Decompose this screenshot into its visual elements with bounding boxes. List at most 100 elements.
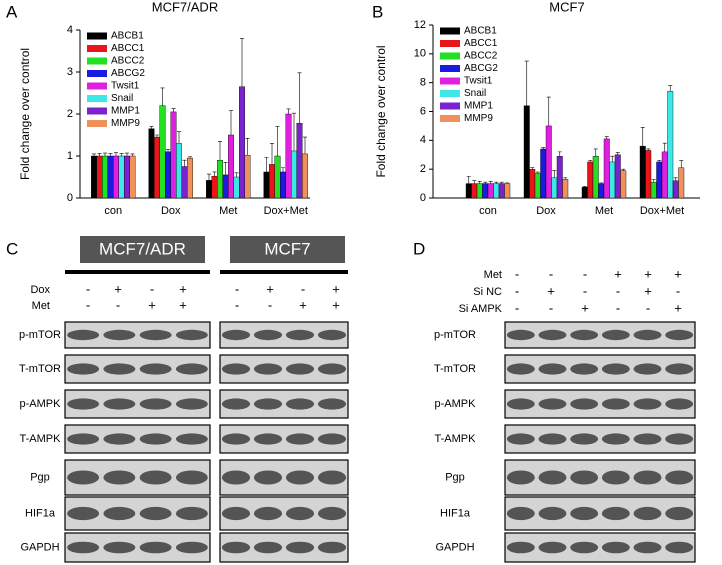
y-tick-label: 8 [420, 77, 426, 89]
blot-band [317, 470, 347, 485]
blot-band [67, 363, 100, 375]
blot-band [665, 470, 694, 485]
blot-band [538, 470, 567, 485]
panel-letter: A [6, 2, 18, 21]
blot-band [665, 363, 694, 375]
y-tick-label: 3 [67, 66, 73, 78]
chart-title: MCF7 [549, 0, 584, 14]
error-bar [466, 176, 471, 184]
blot-band [538, 398, 567, 410]
legend-swatch [440, 77, 460, 85]
bar [603, 138, 610, 199]
blot-band [253, 398, 283, 410]
blot-band [570, 541, 599, 554]
blot-band [139, 541, 172, 554]
blot-band [139, 398, 172, 410]
blot-band [570, 506, 599, 521]
blot-band [317, 329, 347, 341]
treatment-sign: + [148, 297, 156, 312]
error-bar [499, 181, 504, 184]
error-bar [103, 152, 107, 156]
error-bar [212, 171, 217, 177]
legend-swatch [87, 45, 107, 52]
cell-line-label: MCF7/ADR [99, 239, 186, 258]
blot-membrane [504, 459, 696, 496]
error-bar [668, 85, 673, 92]
blot-band [67, 433, 100, 445]
blot-label: T-AMPK [20, 433, 62, 445]
blot-band [506, 363, 535, 375]
bar [534, 173, 541, 199]
legend-swatch [440, 90, 460, 97]
blot-band [253, 329, 283, 341]
bar [540, 148, 547, 199]
panel-letter: B [372, 2, 383, 21]
error-bar [651, 178, 656, 183]
blot-band [67, 398, 100, 410]
legend-swatch [440, 102, 460, 110]
y-tick-label: 2 [420, 163, 426, 175]
legend-swatch [87, 57, 107, 65]
legend-label: ABCC1 [111, 43, 145, 54]
x-tick-label: Met [595, 205, 613, 217]
bar [592, 155, 599, 199]
bar [233, 176, 240, 199]
treatment-sign: - [235, 281, 239, 296]
header-bar [220, 270, 348, 274]
blot-band [665, 506, 694, 521]
blot-band [601, 506, 630, 521]
blot-band [633, 470, 662, 485]
bar [678, 167, 685, 199]
blot-band [139, 433, 172, 445]
blot-band [285, 398, 315, 410]
treatment-sign: - [515, 283, 519, 298]
treatment-sign: + [179, 297, 187, 312]
blot-band [221, 541, 251, 554]
blot-band [665, 329, 694, 341]
bar [228, 134, 234, 199]
blot-band [221, 398, 251, 410]
bar [165, 151, 171, 199]
bar [614, 154, 621, 199]
error-bar [229, 110, 233, 135]
blot-band [253, 541, 283, 554]
blot-band [175, 541, 208, 554]
blot-band [253, 363, 283, 375]
treatment-sign: + [547, 283, 555, 298]
error-bar [557, 151, 562, 157]
bar [263, 171, 270, 199]
y-tick-label: 2 [67, 108, 73, 120]
y-tick-label: 0 [420, 192, 426, 204]
y-tick-label: 4 [67, 24, 73, 36]
x-tick-label: Met [219, 205, 237, 217]
blot-band [285, 470, 315, 485]
blot-band [506, 433, 535, 445]
bar [206, 180, 212, 199]
legend-swatch [87, 82, 107, 90]
error-bar [166, 149, 170, 152]
error-bar [610, 155, 615, 162]
blot-band [665, 398, 694, 410]
legend-swatch [440, 65, 460, 72]
x-tick-label: Dox [536, 205, 556, 217]
legend-label: ABCB1 [111, 31, 144, 42]
bar [159, 105, 166, 199]
blot-band [506, 541, 535, 554]
error-bar [125, 152, 129, 156]
blot-band [506, 398, 535, 410]
legend-swatch [440, 115, 460, 122]
error-bar [505, 182, 510, 184]
bar [244, 154, 251, 199]
bar [170, 111, 177, 199]
error-bar [535, 171, 540, 174]
bar [296, 123, 303, 199]
legend-label: Snail [111, 93, 133, 104]
y-tick-label: 6 [420, 105, 426, 117]
bar [187, 157, 193, 199]
blot-band [139, 470, 172, 485]
blot-band [317, 363, 347, 375]
blot-band [285, 433, 315, 445]
treatment-sign: + [299, 297, 307, 312]
bar [118, 155, 125, 199]
treatment-sign: - [515, 300, 519, 315]
